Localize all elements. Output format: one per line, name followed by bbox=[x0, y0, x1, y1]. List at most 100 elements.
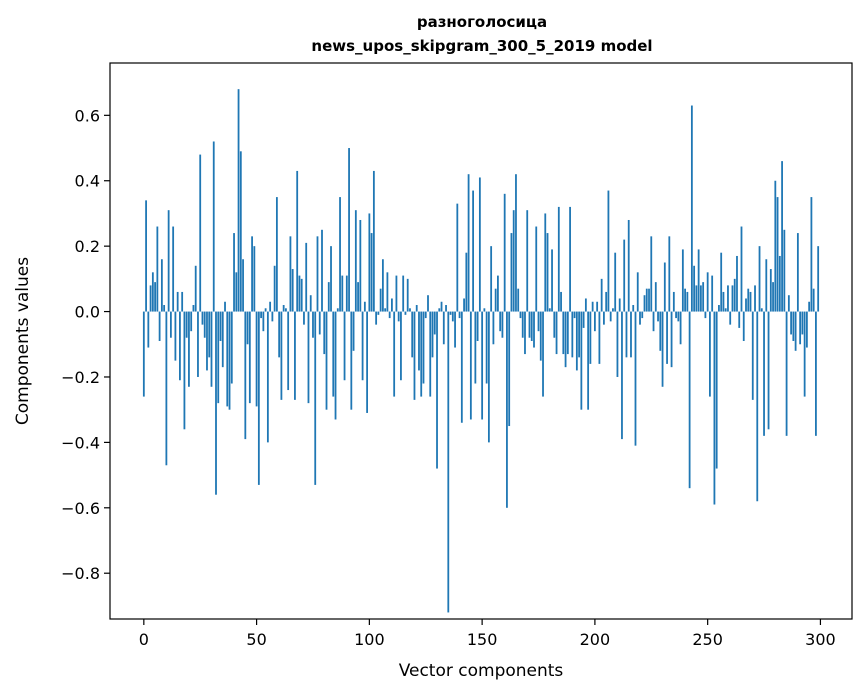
bar bbox=[508, 311, 511, 427]
bar bbox=[699, 285, 702, 312]
bar bbox=[429, 311, 432, 397]
bar bbox=[623, 239, 626, 312]
bar bbox=[778, 255, 781, 312]
bar bbox=[176, 291, 179, 312]
bar bbox=[413, 311, 416, 400]
bar bbox=[221, 311, 224, 368]
bar bbox=[681, 249, 684, 312]
x-tick-label: 0 bbox=[139, 630, 149, 649]
bar bbox=[142, 311, 145, 397]
bar bbox=[386, 272, 389, 312]
y-tick-label: −0.6 bbox=[61, 499, 100, 518]
bar bbox=[526, 210, 529, 312]
bar bbox=[630, 311, 632, 358]
bar bbox=[767, 311, 770, 430]
bar bbox=[361, 311, 364, 381]
bar bbox=[183, 311, 186, 430]
bar bbox=[774, 180, 777, 312]
bar bbox=[722, 291, 725, 312]
bar bbox=[763, 311, 765, 436]
bar bbox=[765, 259, 768, 312]
y-tick-label: 0.6 bbox=[75, 106, 100, 125]
bar bbox=[343, 311, 346, 381]
bar bbox=[332, 311, 335, 397]
bar bbox=[553, 311, 556, 338]
y-tick-label: 0.4 bbox=[75, 172, 100, 191]
bar bbox=[659, 311, 662, 351]
bar bbox=[648, 288, 650, 312]
bar bbox=[799, 311, 802, 345]
bar-series bbox=[142, 89, 820, 613]
bar bbox=[167, 210, 170, 312]
bar bbox=[738, 311, 741, 328]
bar bbox=[445, 305, 447, 312]
bar bbox=[224, 301, 226, 312]
bar bbox=[756, 311, 759, 502]
bar bbox=[584, 298, 587, 312]
bar bbox=[503, 193, 506, 312]
bar bbox=[546, 233, 549, 312]
bar bbox=[702, 282, 705, 312]
y-axis-ticks: −0.8 −0.6 −0.4 −0.2 0.0 0.2 0.4 0.6 bbox=[61, 106, 110, 583]
bar bbox=[530, 311, 533, 341]
bar bbox=[210, 311, 213, 387]
bar bbox=[321, 229, 323, 312]
bar bbox=[163, 305, 166, 312]
bar bbox=[406, 278, 409, 312]
bar bbox=[156, 226, 159, 312]
x-tick-label: 150 bbox=[467, 630, 498, 649]
bar bbox=[409, 308, 411, 312]
bar bbox=[217, 311, 220, 404]
bar bbox=[650, 236, 653, 312]
bar bbox=[336, 308, 339, 312]
bar bbox=[345, 275, 348, 312]
bar bbox=[379, 288, 382, 312]
bar bbox=[375, 311, 378, 325]
bar bbox=[515, 174, 517, 312]
bar bbox=[174, 311, 177, 361]
bar bbox=[233, 233, 235, 312]
bar bbox=[314, 311, 317, 485]
bar bbox=[253, 246, 256, 312]
bar bbox=[533, 311, 535, 348]
bar bbox=[185, 311, 188, 338]
bar bbox=[465, 252, 468, 312]
y-tick-label: 0.0 bbox=[75, 303, 100, 322]
bar bbox=[776, 197, 779, 312]
bar bbox=[325, 311, 328, 410]
bar bbox=[352, 311, 355, 351]
bar bbox=[785, 311, 788, 436]
bar bbox=[587, 311, 590, 410]
bar bbox=[303, 311, 305, 325]
bar bbox=[609, 311, 612, 322]
bar bbox=[697, 249, 700, 312]
bar bbox=[485, 311, 488, 384]
bar bbox=[427, 295, 429, 312]
bar bbox=[661, 311, 664, 387]
plot-frame bbox=[109, 62, 853, 620]
bar bbox=[742, 311, 745, 341]
bar bbox=[309, 295, 312, 312]
bar bbox=[264, 308, 267, 312]
bar bbox=[801, 311, 804, 335]
bar bbox=[359, 219, 362, 312]
bar bbox=[684, 288, 686, 312]
bar bbox=[201, 311, 204, 325]
bar bbox=[147, 311, 150, 348]
y-tick-label: −0.8 bbox=[61, 564, 100, 583]
bar bbox=[501, 311, 504, 338]
bar bbox=[287, 311, 290, 391]
bar bbox=[657, 311, 659, 322]
bar bbox=[711, 275, 714, 312]
bar bbox=[266, 311, 269, 443]
bar bbox=[388, 311, 391, 319]
bar bbox=[790, 311, 792, 335]
bar bbox=[226, 311, 229, 407]
bar bbox=[781, 161, 783, 312]
bar bbox=[246, 311, 249, 345]
bar bbox=[815, 311, 817, 436]
bar bbox=[535, 226, 538, 312]
bar bbox=[172, 226, 175, 312]
bar bbox=[393, 311, 396, 397]
bar bbox=[787, 295, 790, 312]
